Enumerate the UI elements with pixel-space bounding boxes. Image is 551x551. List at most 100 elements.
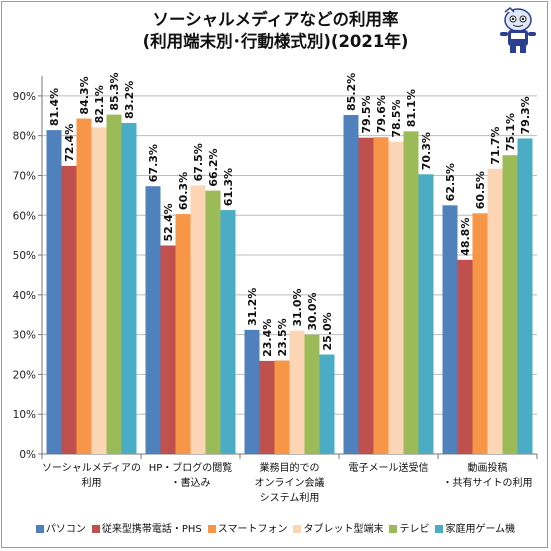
y-tick-label: 30% [13,330,36,342]
data-label: 84.3% [78,76,91,114]
chart-title: ソーシャルメディアなどの利用率 (利用端末別･行動様式別)(2021年) [0,9,551,53]
data-label: 79.5% [360,96,373,134]
legend-label: パソコン [45,524,86,535]
bar [175,214,191,454]
y-tick-label: 90% [13,91,36,103]
data-label: 30.0% [306,292,319,330]
bar [343,114,359,454]
bar [121,122,137,455]
data-label: 85.3% [108,72,121,110]
data-label: 70.3% [420,132,433,170]
data-label: 81.4% [48,88,61,126]
chart-title-line-2: (利用端末別･行動様式別)(2021年) [142,32,409,51]
x-tick-label: ・共有サイトの利用 [443,476,533,489]
bar [145,186,161,454]
legend: パソコン 従来型携帯電話・PHS スマートフォン タブレット型端末 テレビ 家庭用ゲーム機 [0,520,551,535]
legend-item: タブレット型端末 [293,520,383,535]
bar [319,354,335,454]
chart-title-line-1: ソーシャルメディアなどの利用率 [152,10,399,29]
legend-swatch [91,525,100,533]
data-label: 61.3% [222,168,235,206]
y-tick-label: 40% [13,290,36,302]
bar [472,213,488,454]
bar [442,205,458,454]
legend-swatch [293,525,302,533]
legend-item: 従来型携帯電話・PHS [91,520,202,535]
data-label: 25.0% [321,312,334,350]
legend-swatch [389,525,398,533]
data-label: 67.3% [147,144,160,182]
x-tick-label: 電子メール送受信 [349,461,429,474]
data-label: 67.5% [192,143,205,181]
legend-label: 従来型携帯電話・PHS [101,524,202,535]
x-tick-label: 利用 [82,477,102,489]
bar [76,118,92,454]
y-tick-label: 60% [13,210,36,222]
bar [403,131,419,454]
bar [160,245,176,454]
data-label: 60.5% [474,171,487,209]
legend-item: パソコン [35,520,86,535]
data-label: 23.5% [276,318,289,356]
data-label: 31.2% [246,288,259,326]
data-label: 81.1% [405,89,418,127]
data-label: 66.2% [207,148,220,186]
data-label: 85.2% [345,73,358,111]
data-label: 82.1% [93,85,106,123]
bar [106,114,122,454]
legend-item: 家庭用ゲーム機 [435,520,515,535]
data-label: 71.7% [489,127,502,165]
bar [487,168,503,454]
bar [388,141,404,454]
y-tick-label: 50% [13,250,36,262]
bar [220,210,236,454]
legend-label: タブレット型端末 [303,524,384,535]
bar [418,174,434,454]
bar [373,137,389,454]
bar [502,155,518,455]
data-label: 60.3% [177,172,190,210]
legend-label: 家庭用ゲーム機 [445,524,516,535]
bar [274,360,290,454]
x-tick-label: ・書込み [171,476,211,489]
y-tick-label: 70% [13,170,36,182]
y-tick-label: 20% [13,369,36,381]
x-tick-label: 動画投稿 [468,461,508,474]
data-label: 79.6% [375,95,388,133]
y-tick-label: 10% [13,409,36,421]
bar [91,127,107,454]
bar [61,165,77,455]
bar [304,334,320,454]
data-label: 62.5% [444,163,457,201]
bar [289,330,305,454]
bar [244,329,260,454]
data-label: 75.1% [504,113,517,151]
y-tick-label: 0% [19,449,36,461]
x-tick-label: 業務目的での [260,461,320,474]
bar-chart: 0%10%20%30%40%50%60%70%80%90% 81.4%72.4%8… [13,72,538,504]
legend-swatch [435,525,444,533]
data-label: 78.5% [390,99,403,137]
x-tick-label: ソーシャルメディアの [42,461,141,474]
legend-swatch [35,525,44,533]
y-tick-label: 80% [13,131,36,143]
legend-item: テレビ [389,520,429,535]
legend-swatch [207,525,216,533]
bar [205,190,221,454]
x-tick-label: HP・ブログの閲覧 [149,461,233,474]
data-label: 31.0% [291,288,304,326]
x-tick-label: システム利用 [260,492,320,504]
x-tick-label: オンライン会議 [255,476,325,489]
bar [46,130,62,454]
data-label: 48.8% [459,218,472,256]
legend-item: スマートフォン [207,520,287,535]
data-label: 83.2% [123,81,136,119]
bar [457,259,473,454]
bar [259,360,275,454]
data-label: 52.4% [162,203,175,241]
data-label: 79.3% [519,96,532,134]
mascot-icon [500,6,536,53]
data-label: 23.4% [261,319,274,357]
data-label: 72.4% [63,124,76,162]
